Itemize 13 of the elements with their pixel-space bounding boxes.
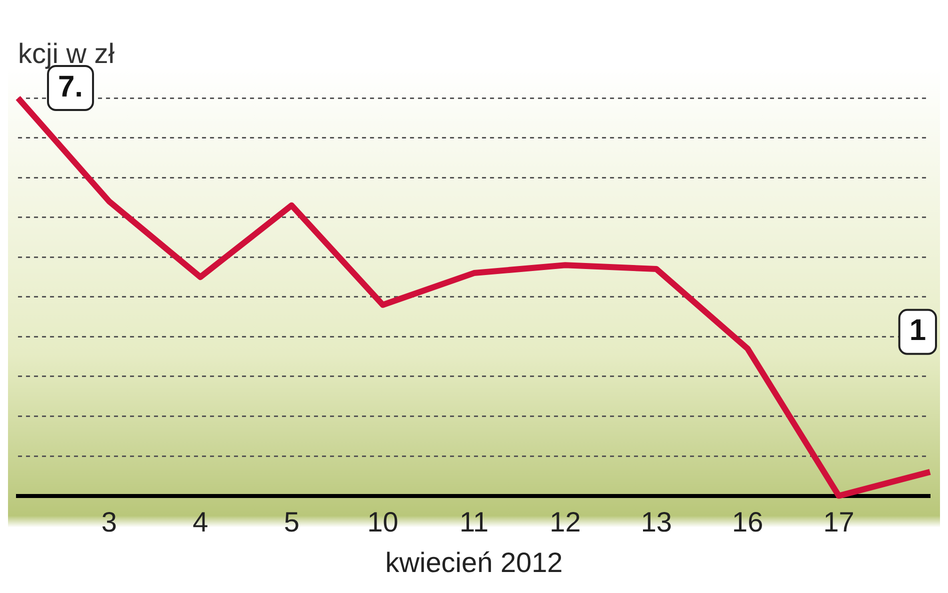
- x-tick-label: 4: [192, 506, 208, 538]
- x-tick-label: 5: [284, 506, 300, 538]
- x-tick-label: 12: [550, 506, 581, 538]
- y-axis-title: kcji w zł: [18, 38, 114, 70]
- x-tick-label: 17: [823, 506, 854, 538]
- x-tick-label: 11: [459, 506, 489, 538]
- annotation: 7.: [58, 70, 84, 104]
- x-tick-label: 10: [367, 506, 398, 538]
- x-tick-label: 13: [640, 506, 672, 538]
- x-axis-title: kwiecień 2012: [385, 546, 563, 578]
- x-tick-label: 3: [101, 506, 117, 538]
- x-tick-label: 16: [732, 506, 764, 538]
- annotation: 1: [909, 314, 926, 348]
